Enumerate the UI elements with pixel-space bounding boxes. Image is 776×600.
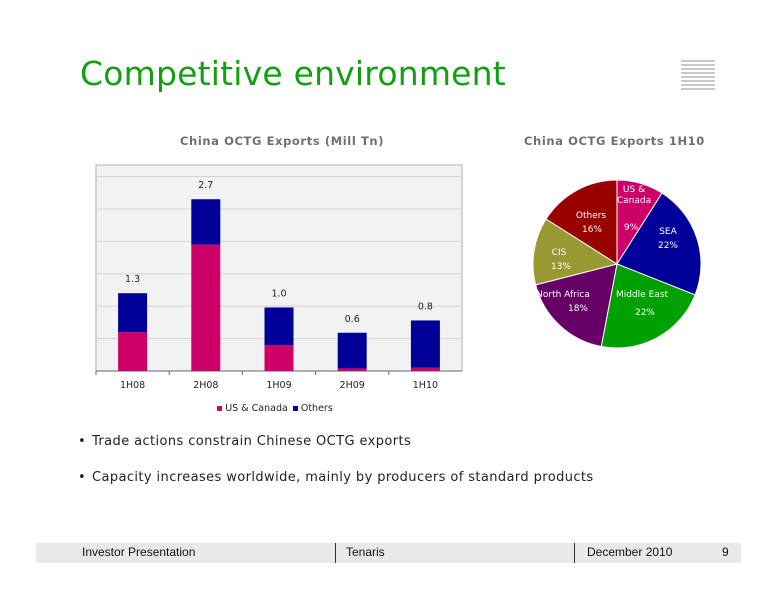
- x-tick-label: 1H09: [266, 380, 291, 391]
- bar-segment: [118, 293, 148, 333]
- bar-chart-legend: US & Canada Others: [80, 403, 470, 414]
- pie-slice-label: North Africa: [536, 290, 590, 300]
- pie-slice-percent: 13%: [551, 262, 571, 272]
- bar-total-label: 0.6: [345, 314, 360, 325]
- legend-swatch-us-canada: [217, 406, 223, 411]
- footer-presentation-label: Investor Presentation: [82, 545, 196, 559]
- pie-chart-title: China OCTG Exports 1H10: [524, 134, 705, 148]
- bullet-list: • Trade actions constrain Chinese OCTG ex…: [78, 432, 594, 504]
- pie-slice-percent: 18%: [568, 304, 588, 314]
- corner-logo-icon: [681, 60, 715, 90]
- bar-total-label: 0.8: [418, 301, 433, 312]
- bar-chart-title: China OCTG Exports (Mill Tn): [180, 134, 385, 148]
- legend-label-us-canada: US & Canada: [225, 403, 288, 414]
- pie-chart: US & Canada 9% SEA 22% Middle East 22% North Af…: [532, 179, 702, 349]
- footer-date: December 2010: [587, 545, 673, 559]
- bar-segment: [191, 244, 221, 371]
- pie-slice-label: Others: [576, 211, 607, 221]
- slide-title: Competitive environment: [80, 54, 506, 93]
- pie-slice-label: CIS: [552, 248, 567, 258]
- legend-item-us-canada: US & Canada: [217, 403, 288, 414]
- bar-segment: [264, 307, 294, 346]
- pie-slice-percent: 22%: [658, 241, 678, 251]
- pie-slice-label: Middle East: [616, 290, 668, 300]
- bar-segment: [337, 368, 367, 371]
- bullet-text: Trade actions constrain Chinese OCTG exp…: [92, 434, 412, 449]
- x-tick-label: 2H09: [340, 380, 365, 391]
- bullet-marker: •: [78, 434, 87, 449]
- pie-slice: [545, 179, 618, 265]
- bar-total-label: 1.0: [271, 288, 286, 299]
- footer-divider: [574, 543, 575, 563]
- bullet-marker: •: [78, 470, 87, 485]
- bar-segment: [118, 332, 148, 371]
- bar-segment: [264, 345, 294, 371]
- legend-swatch-others: [292, 406, 298, 411]
- pie-slice: [616, 192, 702, 296]
- pie-slice: [532, 218, 619, 286]
- legend-label-others: Others: [300, 403, 333, 414]
- bullet-item: • Capacity increases worldwide, mainly by…: [78, 468, 594, 487]
- pie-slice-percent: 22%: [635, 308, 655, 318]
- pie-slice-percent: 16%: [582, 225, 602, 235]
- footer-page-number: 9: [722, 545, 729, 559]
- pie-slice: [600, 263, 696, 349]
- x-tick-label: 2H08: [193, 380, 218, 391]
- x-tick-label: 1H10: [413, 380, 438, 391]
- x-tick-label: 1H08: [120, 380, 145, 391]
- pie-slice-label: US & Canada: [617, 185, 651, 206]
- bullet-text: Capacity increases worldwide, mainly by …: [92, 470, 594, 485]
- bar-segment: [191, 199, 221, 245]
- pie-slice: [535, 263, 618, 348]
- bar-segment: [410, 367, 440, 371]
- footer-divider: [335, 543, 336, 563]
- footer-bar: Investor Presentation Tenaris December 2…: [36, 543, 741, 563]
- bar-segment: [410, 320, 440, 368]
- bar-chart: 1.3 1H08 2.7 2H08 1.0 1H09 0.6 2H09 0.8 1H10: [95, 164, 463, 391]
- bar-total-label: 1.3: [125, 274, 140, 285]
- bullet-item: • Trade actions constrain Chinese OCTG ex…: [78, 432, 594, 451]
- pie-slice-label: SEA: [659, 227, 677, 237]
- footer-company-label: Tenaris: [346, 545, 385, 559]
- legend-item-others: Others: [292, 403, 333, 414]
- bar-segment: [337, 332, 367, 369]
- pie-slice-percent: 9%: [624, 223, 639, 233]
- bar-total-label: 2.7: [198, 180, 213, 191]
